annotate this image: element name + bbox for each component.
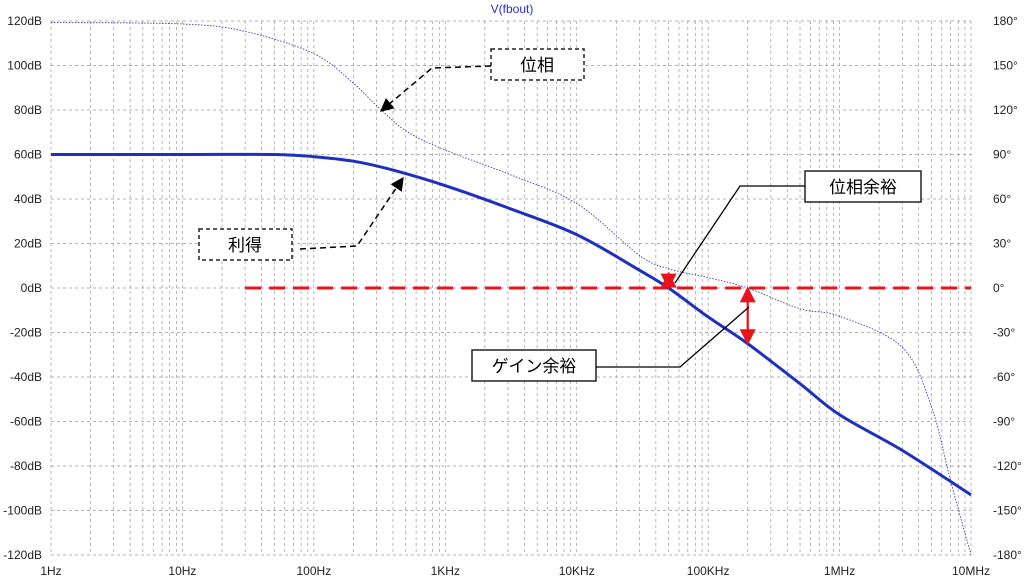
- right-axis-labels: 180° 150° 120° 90° 60° 30° 0° -30° -60° -90° -120°…: [993, 14, 1022, 562]
- y-tick-label: -120dB: [3, 548, 42, 562]
- y2-tick-label: -90°: [993, 415, 1015, 429]
- phase-curve: [50, 22, 972, 556]
- x-tick-label: 1Hz: [40, 564, 61, 578]
- svg-text:位相余裕: 位相余裕: [829, 178, 897, 198]
- x-tick-label: 1MHz: [824, 564, 855, 578]
- x-tick-label: 100Hz: [297, 564, 332, 578]
- y-tick-label: 120dB: [7, 14, 42, 28]
- svg-text:ゲイン余裕: ゲイン余裕: [492, 357, 577, 377]
- x-tick-label: 10MHz: [952, 564, 990, 578]
- y2-tick-label: 150°: [993, 59, 1018, 73]
- y-tick-label: -80dB: [10, 459, 42, 473]
- y2-tick-label: 120°: [993, 103, 1018, 117]
- left-axis-labels: 120dB 100dB 80dB 60dB 40dB 20dB 0dB -20dB -40dB -…: [3, 14, 42, 562]
- y2-tick-label: -150°: [993, 504, 1022, 518]
- annotation-gain-leader: [299, 176, 404, 250]
- x-tick-label: 10Hz: [168, 564, 196, 578]
- y2-tick-label: -60°: [993, 370, 1015, 384]
- annotation-phase: 位相: [379, 48, 585, 112]
- annotation-gain-margin: ゲイン余裕: [471, 306, 750, 382]
- y-tick-label: -100dB: [3, 504, 42, 518]
- y2-tick-label: 60°: [993, 192, 1011, 206]
- y2-tick-label: 180°: [993, 14, 1018, 28]
- y-tick-label: 80dB: [14, 103, 42, 117]
- y2-tick-label: 30°: [993, 237, 1011, 251]
- svg-text:位相: 位相: [520, 56, 554, 76]
- x-axis-labels: 1Hz 10Hz 100Hz 1KHz 10KHz 100KHz 1MHz 10MHz: [40, 564, 990, 578]
- series-group: [50, 22, 972, 556]
- y2-tick-label: -30°: [993, 326, 1015, 340]
- y2-tick-label: 0°: [993, 281, 1005, 295]
- y-tick-label: 100dB: [7, 59, 42, 73]
- annotation-gain-margin-leader: [596, 306, 750, 368]
- annotation-phase-margin-leader: [674, 185, 805, 284]
- annotation-gain: 利得: [198, 176, 404, 261]
- y2-tick-label: 90°: [993, 148, 1011, 162]
- margin-markers: [660, 271, 756, 346]
- gain-curve: [51, 152, 972, 497]
- y2-tick-label: -120°: [993, 459, 1022, 473]
- y-tick-label: 20dB: [14, 237, 42, 251]
- x-tick-label: 10KHz: [559, 564, 595, 578]
- svg-text:利得: 利得: [228, 236, 262, 256]
- x-tick-label: 1KHz: [431, 564, 460, 578]
- y-tick-label: -20dB: [10, 326, 42, 340]
- annotation-phase-leader: [379, 65, 492, 112]
- y-tick-label: 60dB: [14, 148, 42, 162]
- x-tick-label: 100KHz: [687, 564, 730, 578]
- y-tick-label: 40dB: [14, 192, 42, 206]
- y-tick-label: -60dB: [10, 415, 42, 429]
- annotation-phase-margin: 位相余裕: [674, 170, 922, 284]
- y-tick-label: -40dB: [10, 370, 42, 384]
- y2-tick-label: -180°: [993, 548, 1022, 562]
- y-tick-label: 0dB: [21, 281, 42, 295]
- chart-title: V(fbout): [491, 2, 534, 16]
